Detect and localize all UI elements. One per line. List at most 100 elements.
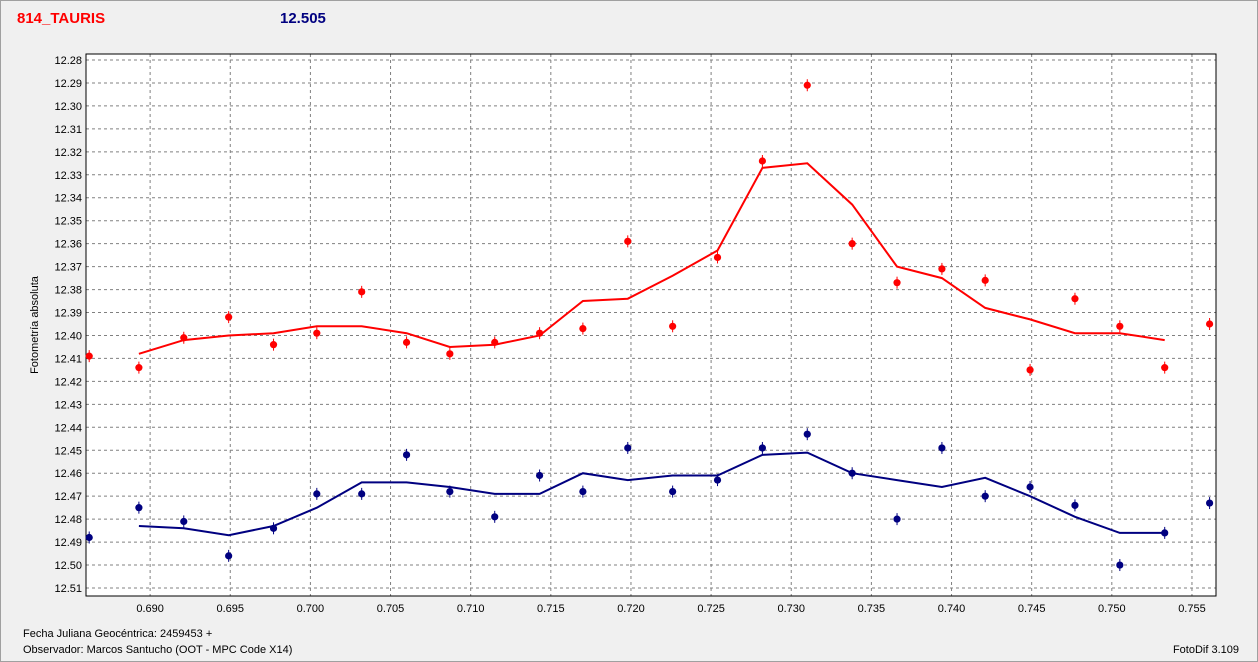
x-tick-label: 0.730: [777, 603, 805, 615]
x-tick-label: 0.750: [1098, 603, 1126, 615]
data-point: [225, 552, 233, 560]
y-tick-label: 12.34: [54, 193, 82, 205]
data-point: [1071, 295, 1079, 303]
data-point: [848, 240, 856, 248]
x-tick-label: 0.720: [617, 603, 645, 615]
data-point: [758, 444, 766, 452]
data-point: [446, 350, 454, 358]
y-tick-label: 12.32: [54, 147, 82, 159]
fit-line-series-1: [138, 162, 1165, 355]
data-point: [446, 487, 454, 496]
y-tick-label: 12.50: [54, 560, 82, 572]
x-tick-label: 0.715: [537, 603, 565, 615]
data-point: [269, 341, 278, 349]
x-tick-label: 0.725: [697, 603, 725, 615]
data-point: [938, 265, 946, 273]
mean-magnitude: 12.505: [280, 10, 326, 27]
data-point: [669, 322, 677, 330]
data-point: [1116, 322, 1124, 330]
y-tick-label: 12.28: [54, 55, 82, 67]
y-axis-label: Fotometría absoluta: [29, 275, 41, 374]
data-point: [981, 492, 989, 500]
y-tick-label: 12.51: [54, 583, 82, 595]
data-point: [1071, 501, 1079, 509]
data-point: [358, 288, 366, 296]
y-tick-label: 12.45: [54, 445, 82, 457]
data-point: [938, 444, 946, 452]
plot-border: [85, 53, 1217, 597]
data-point: [669, 487, 677, 496]
y-tick-label: 12.49: [54, 537, 82, 549]
data-point: [1026, 366, 1034, 374]
y-tick-label: 12.42: [54, 376, 82, 388]
data-point: [225, 313, 233, 321]
data-point: [269, 524, 278, 532]
y-tick-label: 12.36: [54, 239, 82, 251]
plot-area: 12.28 12.29 12.30 12.31 12.32 12.33 12.34 12.35…: [29, 53, 1217, 615]
y-tick-label: 12.48: [54, 514, 82, 526]
data-point: [180, 517, 188, 526]
data-point: [713, 476, 722, 484]
data-point: [85, 352, 93, 360]
data-point: [803, 81, 811, 89]
observer-label: Observador: Marcos Santucho (OOT - MPC C…: [23, 644, 293, 656]
y-tick-label: 12.30: [54, 101, 82, 113]
data-point: [1116, 561, 1124, 569]
data-point: [180, 334, 188, 342]
data-point: [1205, 499, 1214, 507]
plot-background: [85, 53, 1217, 597]
x-tick-label: 0.755: [1178, 603, 1206, 615]
x-tick-label: 0.710: [457, 603, 485, 615]
software-version: FotoDif 3.109: [1172, 644, 1239, 656]
data-point: [85, 533, 93, 542]
y-tick-label: 12.35: [54, 216, 82, 228]
y-tick-label: 12.38: [54, 285, 82, 297]
y-tick-label: 12.31: [54, 124, 82, 136]
data-point: [135, 504, 143, 512]
data-point: [536, 329, 544, 337]
y-tick-label: 12.46: [54, 468, 82, 480]
data-point: [893, 279, 901, 287]
y-tick-label: 12.37: [54, 262, 82, 274]
data-point: [981, 276, 989, 284]
data-point: [579, 324, 587, 333]
data-point: [313, 329, 321, 337]
data-point: [491, 513, 499, 521]
y-tick-label: 12.29: [54, 78, 82, 90]
data-point: [1026, 483, 1034, 491]
data-point: [358, 490, 366, 498]
data-point: [402, 451, 411, 459]
data-point: [1205, 320, 1214, 328]
data-point: [758, 157, 766, 165]
y-tick-label: 12.39: [54, 308, 82, 320]
data-point: [536, 471, 544, 480]
data-point: [624, 237, 632, 245]
y-tick-label: 12.40: [54, 330, 82, 342]
data-point: [1161, 529, 1169, 537]
data-point: [803, 430, 811, 438]
data-point: [848, 469, 856, 477]
y-tick-label: 12.41: [54, 353, 82, 365]
julian-date-label: Fecha Juliana Geocéntrica: 2459453 +: [23, 628, 213, 640]
x-tick-label: 0.695: [216, 603, 244, 615]
data-point: [313, 490, 321, 498]
x-tick-label: 0.690: [136, 603, 164, 615]
x-tick-label: 0.705: [377, 603, 405, 615]
data-point: [579, 487, 587, 496]
data-point: [402, 338, 411, 346]
fit-line-series-2: [138, 451, 1165, 537]
data-point: [624, 444, 632, 452]
y-tick-label: 12.44: [54, 422, 82, 434]
data-point: [893, 515, 901, 523]
object-name: 814_TAURIS: [17, 10, 106, 27]
y-tick-label: 12.43: [54, 399, 82, 411]
y-tick-label: 12.47: [54, 491, 82, 503]
x-tick-label: 0.700: [297, 603, 325, 615]
x-tick-label: 0.745: [1018, 603, 1046, 615]
data-point: [491, 338, 499, 346]
x-tick-label: 0.735: [858, 603, 886, 615]
x-tick-label: 0.740: [938, 603, 966, 615]
data-point: [713, 253, 722, 262]
data-point: [1161, 364, 1169, 372]
